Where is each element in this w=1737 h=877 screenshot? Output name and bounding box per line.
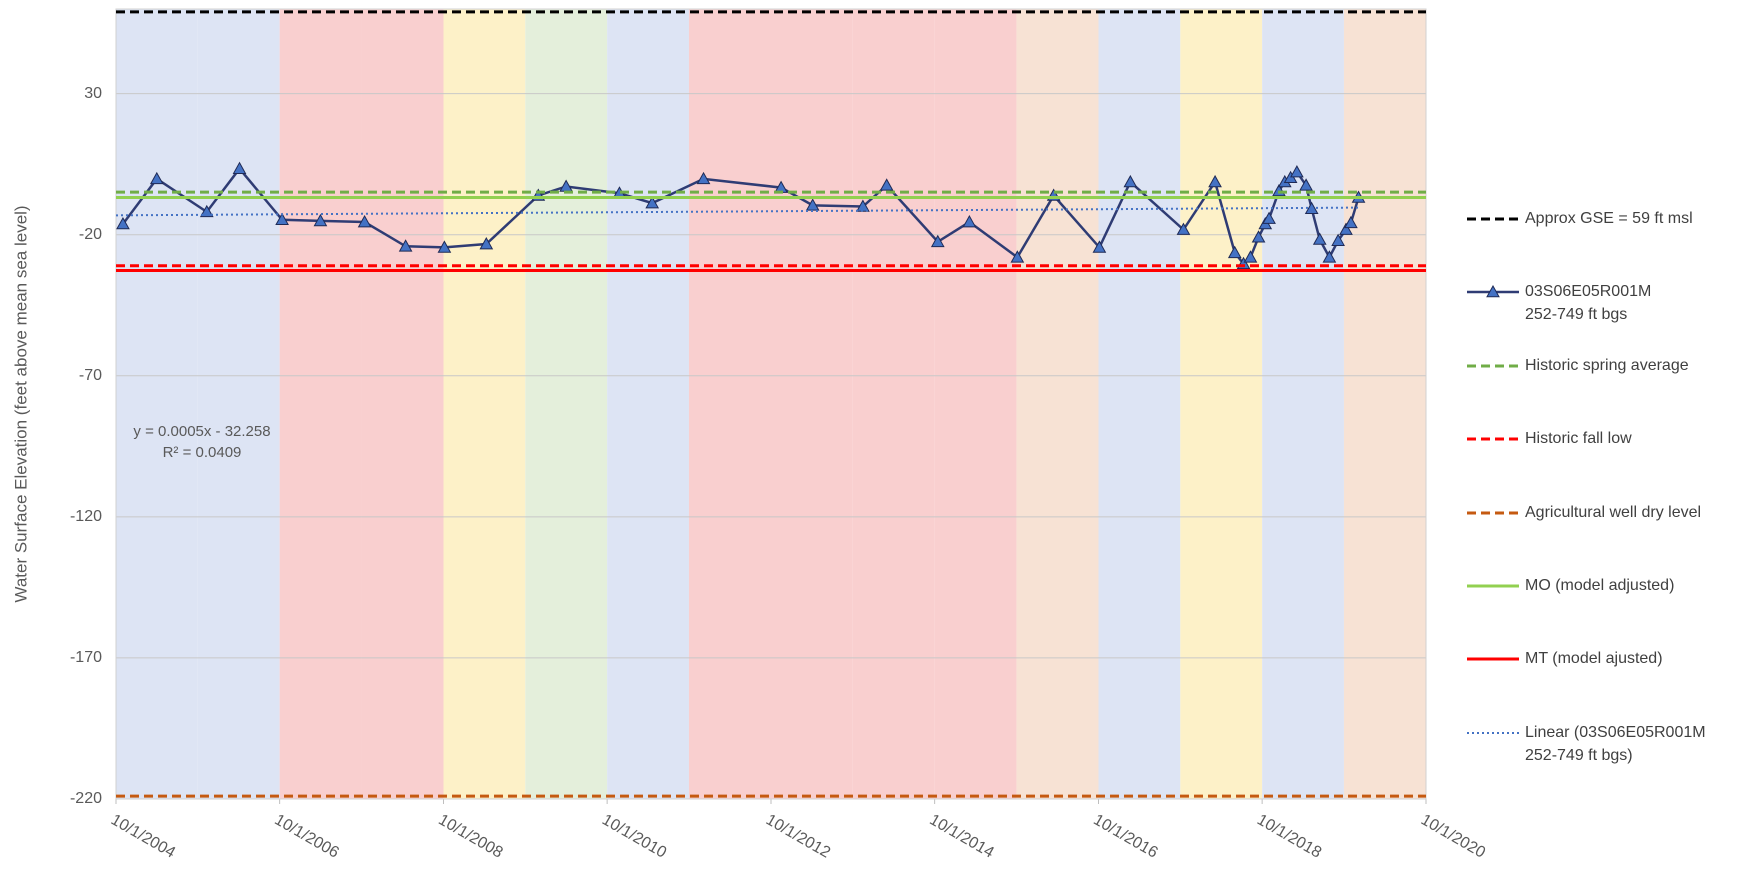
y-tick-label: -220 (70, 790, 102, 807)
data-point (437, 240, 452, 253)
data-point (313, 213, 328, 227)
data-point (1299, 178, 1313, 191)
data-point (1208, 174, 1222, 188)
year-band (361, 9, 444, 799)
legend-item: MT (model ajusted) (1465, 647, 1663, 670)
y-tick-label: -20 (79, 226, 102, 243)
year-band (688, 9, 771, 799)
x-tick-label: 10/1/2006 (272, 811, 342, 861)
data-point (1331, 233, 1345, 246)
legend-label: Agricultural well dry level (1525, 503, 1702, 521)
legend-swatch (1467, 731, 1519, 734)
y-tick-label: -120 (70, 508, 102, 525)
legend-swatch (1467, 657, 1519, 661)
legend-label: Approx GSE = 59 ft msl (1525, 210, 1693, 227)
data-point (1123, 174, 1138, 188)
legend-label: Historic fall low (1525, 430, 1632, 448)
y-tick-label: -70 (79, 367, 102, 384)
data-point (1339, 222, 1353, 235)
legend-swatch (1467, 217, 1519, 221)
x-tick-label: 10/1/2014 (927, 811, 997, 861)
year-band (934, 9, 1017, 799)
data-point (149, 171, 164, 185)
legend-label: 03S06E05R001M 252-749 ft bgs (1525, 283, 1652, 324)
legend-label: MT (model ajusted) (1525, 650, 1663, 668)
legend-marker (1486, 285, 1500, 298)
legend-label: Linear (03S06E05R001M 252-749 ft bgs) (1525, 723, 1706, 764)
data-point (1092, 240, 1107, 253)
data-point (199, 204, 214, 218)
legend-item: Agricultural well dry level (1465, 501, 1701, 524)
year-band (607, 9, 689, 799)
data-point (275, 212, 289, 226)
legend-swatch (1467, 437, 1519, 441)
x-tick-label: 10/1/2012 (763, 811, 833, 861)
data-point (479, 236, 494, 250)
legend-swatch (1467, 285, 1519, 298)
trend-equation: y = 0.0005x - 32.258 (133, 423, 270, 440)
y-tick-label: -170 (70, 649, 102, 666)
trend-line (115, 206, 1359, 217)
legend-swatch (1467, 364, 1519, 368)
legend-swatch (1467, 584, 1519, 588)
year-band (852, 9, 935, 799)
data-point (232, 161, 247, 174)
data-point (962, 214, 977, 228)
legend-label: MO (model adjusted) (1525, 577, 1675, 594)
legend-item: MO (model adjusted) (1465, 574, 1674, 597)
data-point (116, 216, 130, 230)
data-point (1227, 245, 1242, 259)
plot-border (115, 8, 1427, 800)
data-point (1243, 250, 1258, 263)
year-band (279, 9, 362, 799)
year-band (1180, 9, 1263, 799)
year-band (1343, 9, 1426, 799)
legend-item: Approx GSE = 59 ft msl (1465, 207, 1693, 230)
data-point (1262, 211, 1276, 224)
data-point (1312, 232, 1327, 245)
year-band (1016, 9, 1099, 799)
data-point (930, 234, 945, 248)
legend-item: Historic fall low (1465, 427, 1632, 450)
year-band (197, 9, 280, 799)
data-point (1290, 165, 1304, 178)
year-band (1262, 9, 1344, 799)
data-point (879, 178, 894, 191)
legend-label: Historic spring average (1525, 356, 1689, 374)
y-axis-label: Water Surface Elevation (feet above mean… (11, 205, 30, 602)
data-point (1251, 230, 1266, 243)
x-tick-label: 10/1/2020 (1418, 811, 1488, 861)
legend-item: 03S06E05R001M 252-749 ft bgs (1465, 280, 1651, 326)
year-band (525, 9, 608, 799)
data-point (1010, 250, 1025, 263)
x-tick-label: 10/1/2018 (1254, 811, 1324, 861)
data-point (357, 214, 372, 228)
legend-item: Historic spring average (1465, 354, 1689, 377)
data-point (398, 239, 413, 252)
legend-swatch (1467, 511, 1519, 515)
data-point (1344, 215, 1358, 229)
year-band (771, 9, 853, 799)
year-band (1098, 9, 1181, 799)
year-band (443, 9, 526, 799)
x-tick-label: 10/1/2010 (599, 811, 669, 861)
x-tick-label: 10/1/2016 (1090, 811, 1160, 861)
data-point (645, 196, 660, 209)
data-point (1176, 222, 1191, 235)
year-band (116, 9, 198, 799)
x-tick-label: 10/1/2008 (435, 811, 505, 861)
data-point (696, 171, 711, 185)
trend-equation: R² = 0.0409 (163, 444, 242, 461)
y-tick-label: 30 (84, 85, 102, 102)
data-point (1322, 250, 1337, 263)
legend-item: Linear (03S06E05R001M 252-749 ft bgs) (1465, 721, 1706, 767)
x-tick-label: 10/1/2004 (108, 811, 178, 861)
